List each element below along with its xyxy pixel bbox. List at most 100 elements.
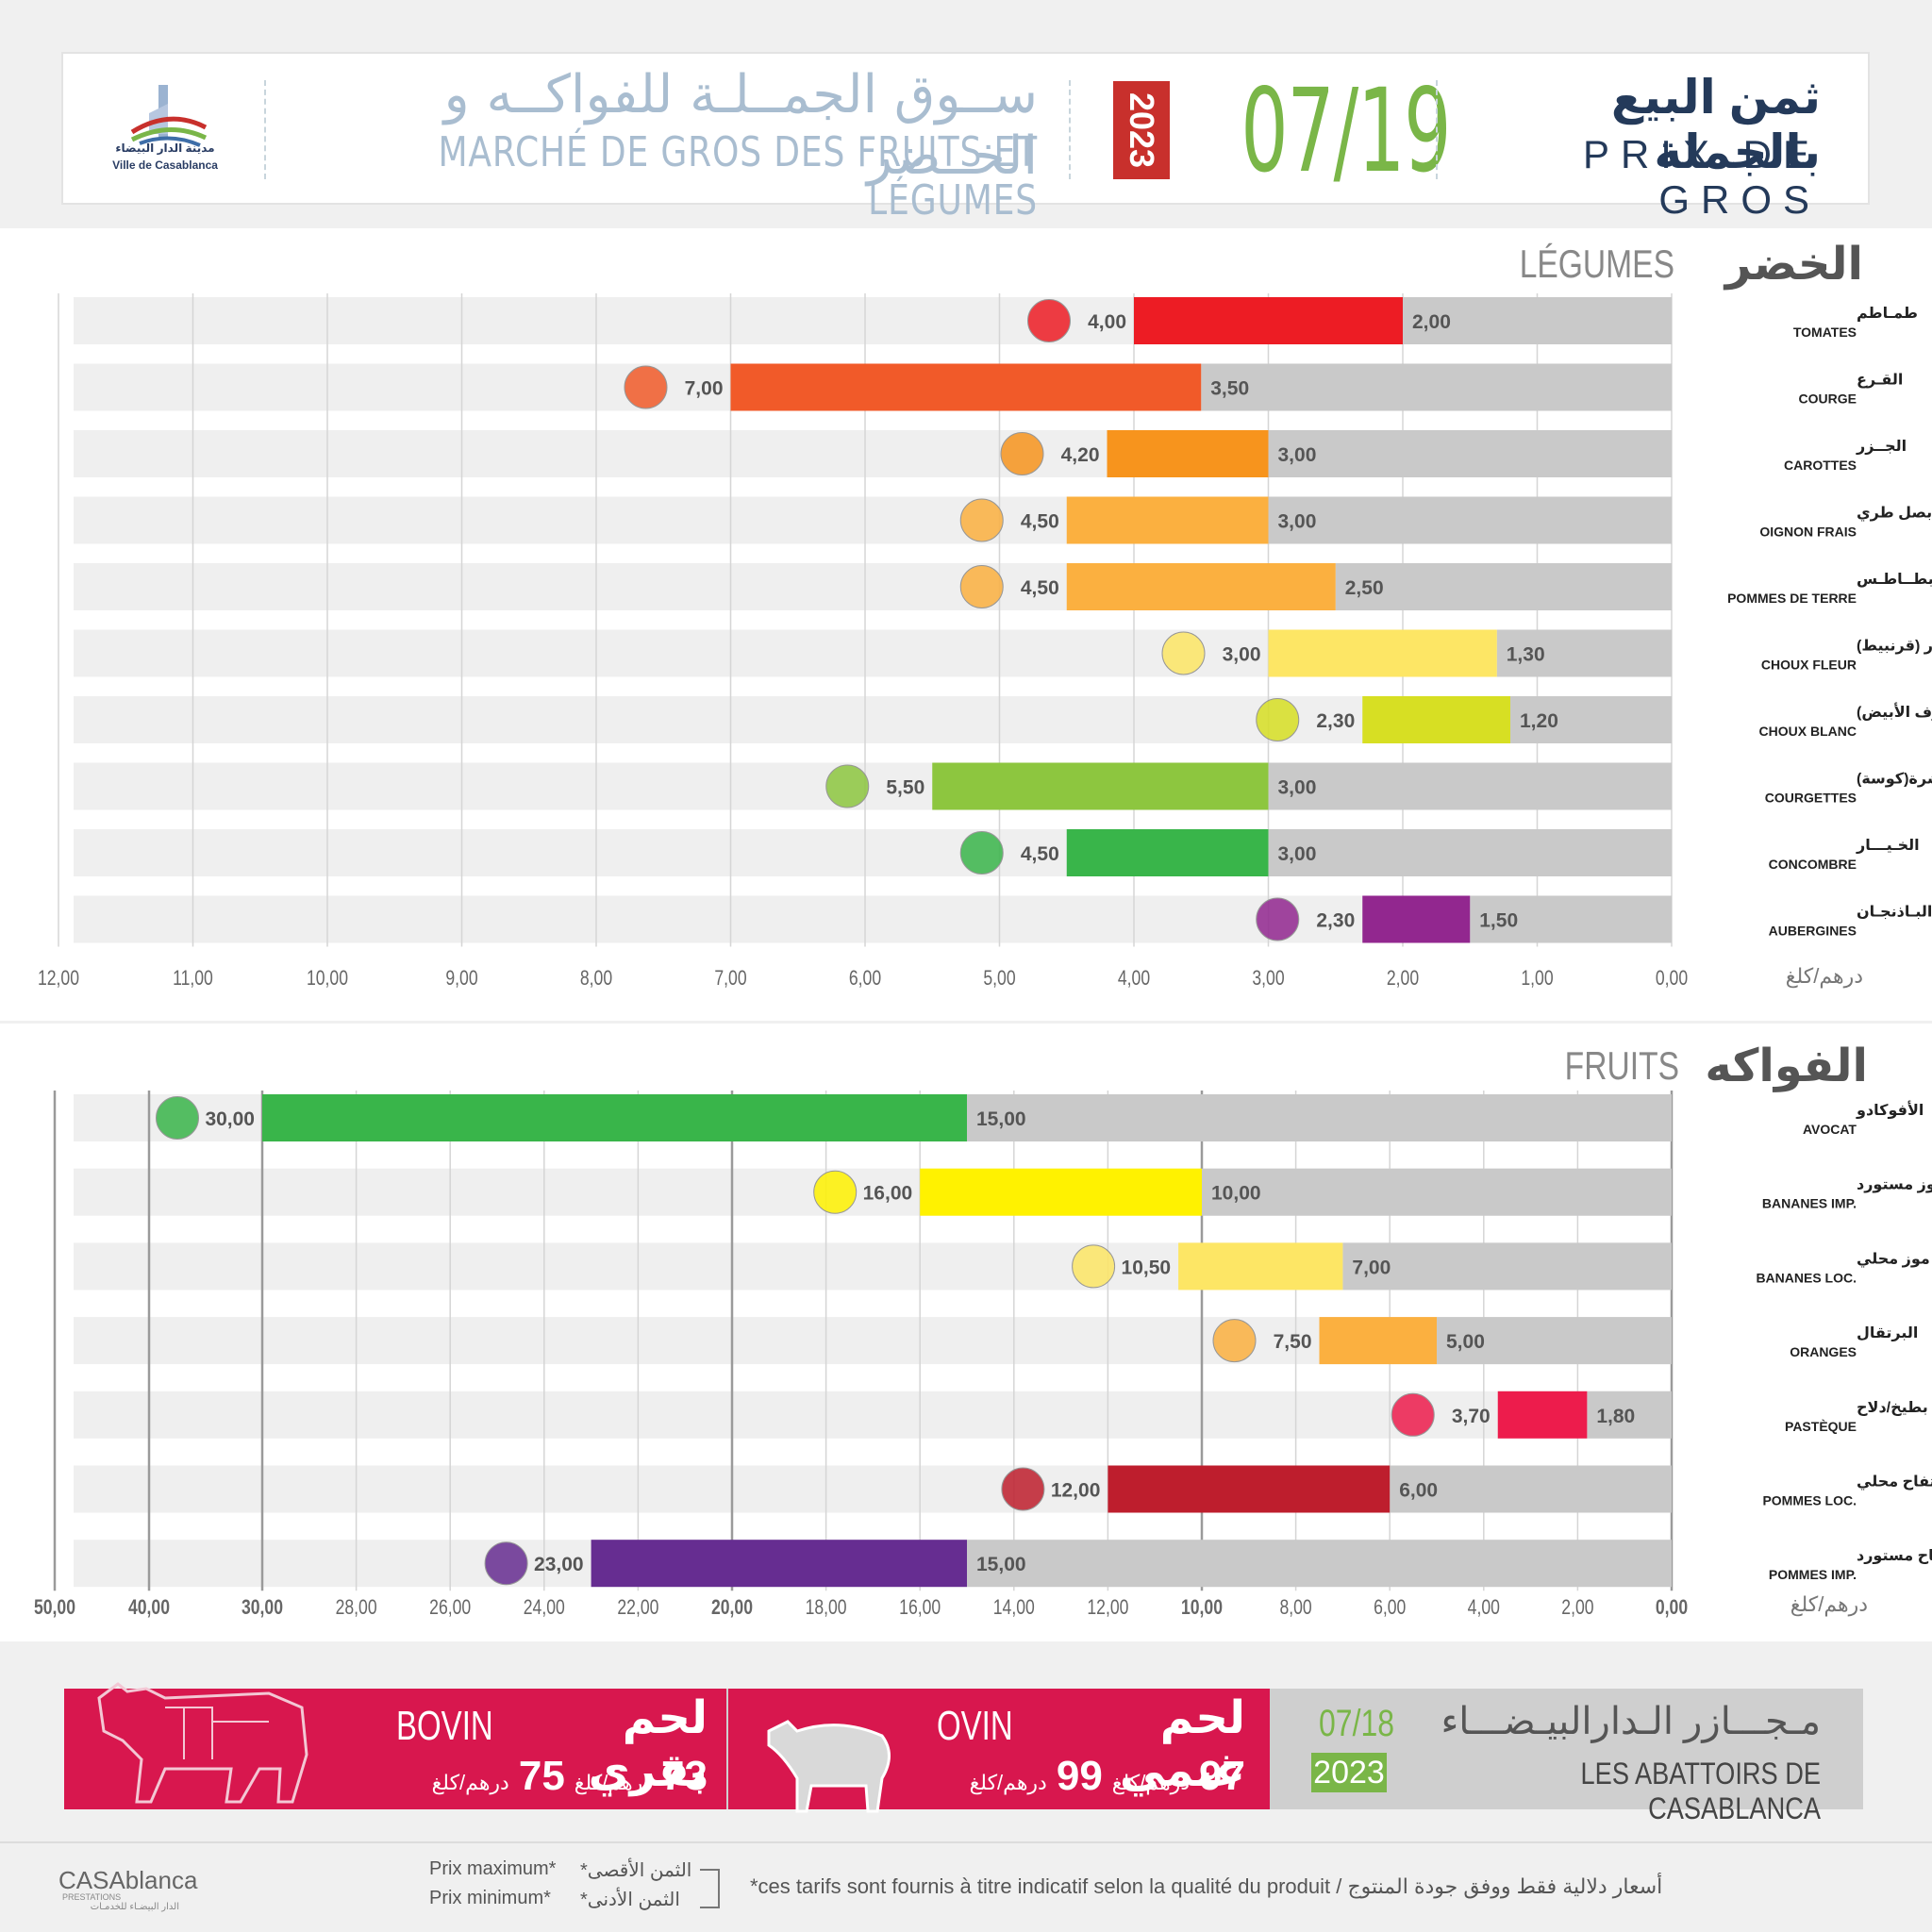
category-label: ORANGES: [1790, 1344, 1857, 1359]
category-label-arabic: موز مستورد: [1857, 1177, 1932, 1193]
category-label-arabic: كرومب (الملفوف الأبيض): [1857, 703, 1932, 721]
x-tick-label: 0,00: [1656, 967, 1688, 990]
x-tick-label: 10,00: [307, 967, 348, 990]
category-label-arabic: موز محلي: [1857, 1251, 1930, 1268]
produce-icon: [813, 1170, 858, 1214]
category-label-arabic: شفلـور (قرنبيط): [1857, 639, 1932, 655]
max-price-bar: [1362, 696, 1510, 743]
fruits-title-french: FRUITS: [1564, 1043, 1679, 1088]
min-price-bar: [1268, 829, 1672, 876]
max-price-label: 30,00: [205, 1108, 255, 1130]
produce-icon: [1027, 299, 1071, 342]
min-price-bar: [967, 1094, 1672, 1141]
max-price-label: 4,00: [1088, 311, 1126, 333]
bovin-min-price: 73: [661, 1753, 708, 1799]
fruits-chart: 50,00 40,00 30,00 28,00 26,00 24,00 22,00 20,00…: [34, 1091, 1932, 1620]
produce-icon: [1256, 698, 1300, 741]
min-price-bar: [967, 1540, 1672, 1588]
category-label-arabic: تفاح مستورد: [1857, 1548, 1932, 1564]
logo-french: Ville de Casablanca: [112, 158, 218, 172]
min-price-label: 15,00: [976, 1108, 1026, 1130]
category-label: COURGE: [1799, 391, 1857, 407]
min-price-label: 2,00: [1412, 311, 1451, 333]
category-label-arabic: البرتقال: [1857, 1325, 1918, 1341]
footer-divider: [0, 1841, 1932, 1843]
max-price-label: 3,70: [1452, 1406, 1491, 1427]
divider: [1069, 80, 1071, 179]
min-price-label: 1,30: [1507, 644, 1545, 666]
vegetables-title-arabic: الخضر: [1724, 240, 1863, 290]
bovin-prices: 73 درهم/كلغ 75 درهم/كلغ: [396, 1753, 708, 1800]
vegetables-chart: 12,00 11,00 10,00 9,00 8,00 7,00 6,00 5,00 4,00 3…: [38, 293, 1932, 991]
x-tick-label: 24,00: [524, 1596, 565, 1619]
x-tick-label: 11,00: [173, 967, 213, 990]
cow-icon: [97, 1682, 308, 1804]
min-price-label: 1,20: [1520, 710, 1558, 732]
x-tick-label: 2,00: [1561, 1596, 1593, 1619]
bovin-label-arabic: لحم بقري: [588, 1693, 708, 1796]
produce-icon: [1001, 1467, 1045, 1511]
category-label-arabic: تفاح محلي: [1857, 1474, 1932, 1491]
category-label-arabic: قرعة خضرة(كوسة): [1857, 772, 1932, 788]
disclaimer-note: *ces tarifs sont fournis à titre indicat…: [750, 1874, 1663, 1898]
legend-max-arabic: الثمن الأقصى*: [580, 1860, 692, 1881]
price-title-arabic: ثمن البيع بالجملة: [1610, 71, 1821, 178]
vegetables-title-french: LÉGUMES: [1519, 242, 1674, 286]
x-tick-label: 7,00: [714, 967, 746, 990]
min-price-bar: [1403, 297, 1672, 344]
max-price-label: 10,50: [1122, 1257, 1172, 1278]
produce-icon: [825, 764, 870, 808]
max-price-label: 3,00: [1223, 644, 1261, 666]
max-price-bar: [1178, 1242, 1343, 1291]
max-price-bar: [1066, 563, 1336, 610]
category-label: CHOUX BLANC: [1759, 724, 1857, 739]
max-price-label: 2,30: [1316, 710, 1355, 732]
category-label-arabic: بطــاطـس: [1857, 572, 1932, 588]
max-price-label: 4,20: [1061, 444, 1100, 466]
logo-arabic: مدينة الدار البيضاء: [115, 142, 215, 155]
category-label: OIGNON FRAIS: [1759, 525, 1857, 540]
ovin-label-arabic: لحم غنمي: [1119, 1693, 1245, 1796]
max-price-bar: [1107, 430, 1269, 477]
ovin-unit: درهم/كلغ: [1111, 1771, 1191, 1794]
x-tick-label: 40,00: [128, 1596, 170, 1619]
legend-max-french: Prix maximum*: [429, 1858, 557, 1879]
produce-icon: [1391, 1392, 1435, 1437]
max-price-label: 7,50: [1274, 1331, 1312, 1353]
x-tick-label: 0,00: [1656, 1596, 1688, 1619]
abattoirs-title-arabic: مـجـــازر الـدارالبيـضـــاء: [1441, 1701, 1822, 1742]
city-logo: [130, 85, 208, 147]
max-price-label: 2,30: [1316, 910, 1355, 932]
produce-icon: [484, 1541, 528, 1586]
category-label: BANANES LOC.: [1756, 1270, 1857, 1285]
min-price-label: 2,50: [1345, 577, 1384, 599]
produce-icon: [959, 565, 1004, 608]
produce-icon: [959, 498, 1004, 542]
abattoir-date: 07/18: [1319, 1703, 1395, 1744]
market-title-french: MARCHÉ DE GROS DES FRUITS ET LÉGUMES: [438, 128, 1039, 225]
min-price-bar: [1437, 1317, 1672, 1365]
logo-red-arc: [130, 116, 208, 135]
min-price-label: 3,00: [1278, 444, 1317, 466]
x-tick-label: 14,00: [993, 1596, 1035, 1619]
price-title-french: PRIX DE GROS: [1582, 132, 1821, 222]
category-label: TOMATES: [1793, 325, 1857, 340]
year-badge: 2023: [1113, 81, 1170, 179]
min-price-bar: [1510, 696, 1672, 743]
max-price-label: 7,00: [685, 378, 724, 400]
abattoirs-title-french: LES ABATTOIRS DE CASABLANCA: [1580, 1757, 1821, 1825]
produce-icon: [1256, 897, 1300, 941]
min-price-label: 15,00: [976, 1554, 1026, 1575]
logo-blue-arc: [139, 136, 201, 147]
min-price-label: 3,00: [1278, 777, 1317, 799]
x-tick-label: 3,00: [1252, 967, 1284, 990]
bovin-panel: [64, 1689, 726, 1809]
abattoir-year-text: 2023: [1313, 1755, 1385, 1790]
min-price-label: 6,00: [1399, 1480, 1438, 1502]
produce-icon: [959, 831, 1004, 874]
min-price-bar: [1342, 1242, 1672, 1291]
category-label: AVOCAT: [1803, 1122, 1857, 1137]
min-price-bar: [1587, 1391, 1672, 1439]
year-text: 2023: [1123, 92, 1161, 169]
